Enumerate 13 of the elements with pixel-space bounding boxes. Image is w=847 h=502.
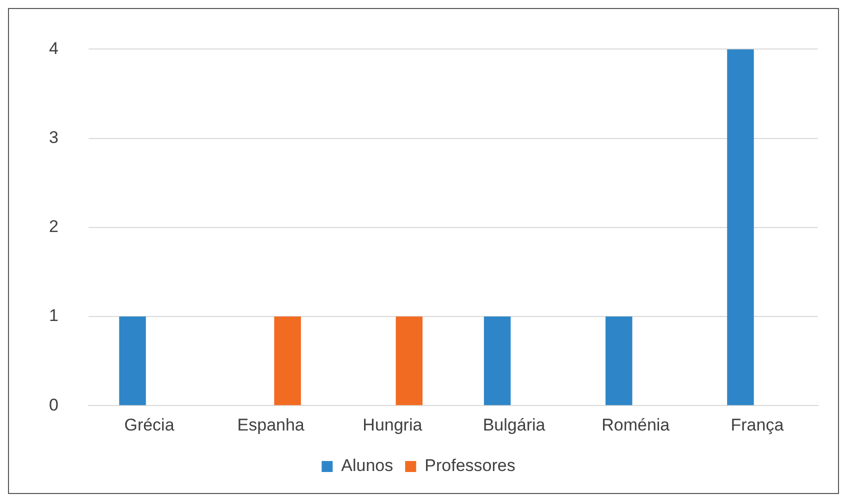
legend-label: Alunos [341, 456, 394, 476]
y-tick-label: 2 [48, 217, 58, 236]
legend-label: Professores [424, 456, 516, 476]
y-tick-label: 3 [48, 128, 58, 147]
x-tick-label: Bulgária [482, 415, 546, 434]
y-tick-label: 1 [48, 306, 58, 326]
y-tick-label: 4 [48, 38, 58, 58]
x-tick-label: Hungria [362, 415, 423, 434]
x-tick-label: Grécia [124, 415, 175, 434]
x-tick-label: Espanha [237, 415, 305, 434]
x-tick-label: França [730, 415, 784, 434]
x-tick-label: Roménia [602, 415, 670, 434]
y-tick-label: 0 [48, 395, 58, 414]
